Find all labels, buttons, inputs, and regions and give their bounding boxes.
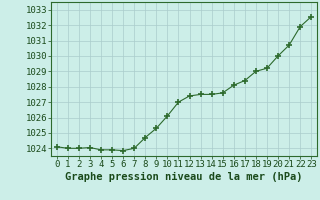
X-axis label: Graphe pression niveau de la mer (hPa): Graphe pression niveau de la mer (hPa) [65, 172, 303, 182]
